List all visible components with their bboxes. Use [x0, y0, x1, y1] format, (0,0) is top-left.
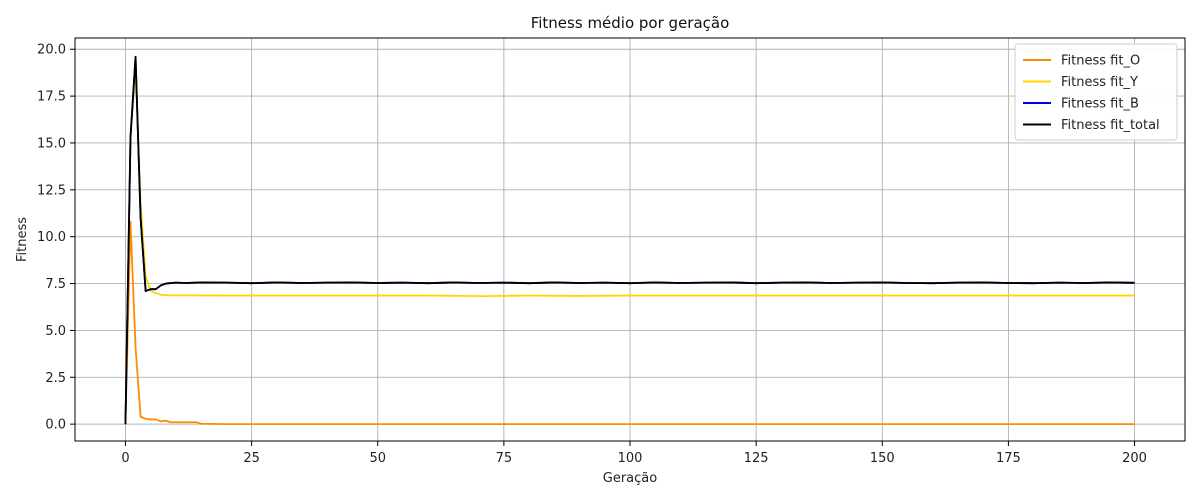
series-line-1: [124, 68, 1135, 425]
x-tick-label: 50: [369, 451, 386, 466]
x-tick-label: 75: [496, 451, 513, 466]
x-tick-label: 25: [243, 451, 260, 466]
axis-ticks: 0 25 50 75 100 125 150 175 200 0.0 2.5 5.0 7.5 10.0 12…: [37, 43, 1147, 466]
y-tick-label: 7.5: [45, 277, 66, 292]
x-axis-title: Geração: [603, 471, 657, 486]
y-tick-label: 15.0: [37, 136, 66, 151]
y-tick-label: 2.5: [45, 371, 66, 386]
legend-label: Fitness fit_B: [1061, 97, 1139, 112]
chart-title: Fitness médio por geração: [531, 14, 730, 32]
legend: Fitness fit_O Fitness fit_Y Fitness fit_B F…: [1014, 43, 1178, 141]
series-line-0: [124, 220, 1135, 426]
legend-label: Fitness fit_Y: [1061, 75, 1138, 90]
x-tick-label: 150: [870, 451, 895, 466]
legend-label: Fitness fit_total: [1061, 118, 1160, 133]
y-tick-label: 5.0: [45, 324, 66, 339]
x-tick-label: 175: [996, 451, 1021, 466]
series-line-3: [124, 55, 1135, 425]
y-tick-label: 20.0: [37, 43, 66, 58]
y-tick-label: 17.5: [37, 90, 66, 105]
series-lines: [124, 55, 1135, 426]
x-tick-label: 200: [1122, 451, 1147, 466]
legend-label: Fitness fit_O: [1061, 54, 1140, 69]
x-tick-label: 0: [121, 451, 129, 466]
x-tick-label: 100: [618, 451, 643, 466]
y-tick-label: 12.5: [37, 183, 66, 198]
y-tick-label: 0.0: [45, 418, 66, 433]
x-tick-label: 125: [744, 451, 769, 466]
legend-box: [1014, 43, 1178, 141]
y-tick-label: 10.0: [37, 230, 66, 245]
y-axis-title: Fitness: [15, 217, 30, 262]
